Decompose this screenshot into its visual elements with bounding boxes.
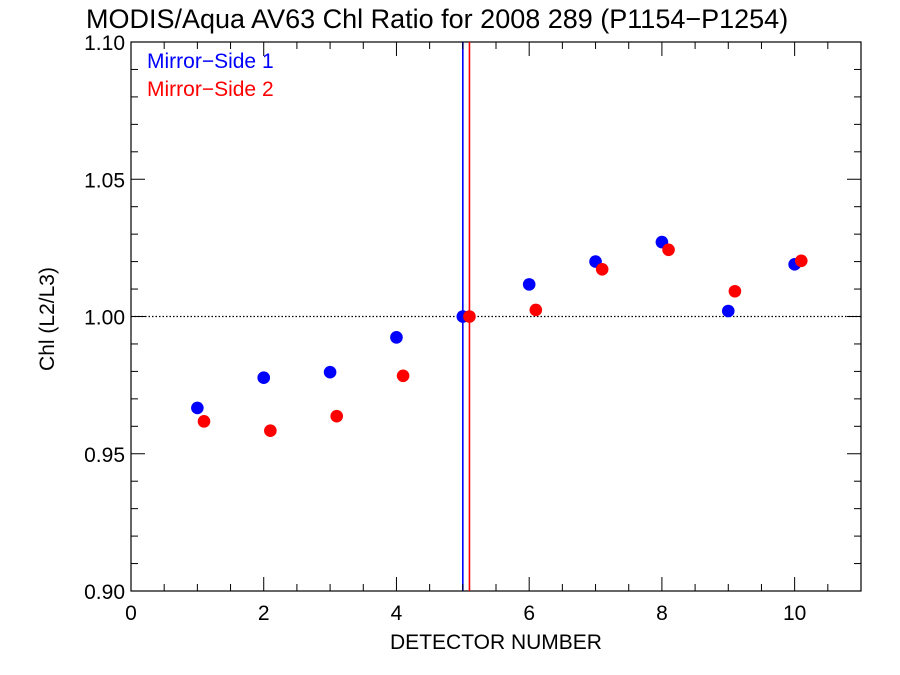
plot-area: 0 2 4 6 8 10 0.90 0.95 1.00 1.05 1.10 [84, 32, 862, 625]
y-tick-label: 1.05 [84, 169, 125, 192]
data-point-series-1 [721, 304, 735, 318]
x-tick-label: 6 [523, 602, 535, 625]
data-point-series-2 [595, 262, 609, 276]
legend: Mirror−Side 1 Mirror−Side 2 [147, 50, 274, 101]
data-point-series-1 [522, 278, 536, 291]
data-point-series-1 [390, 331, 403, 344]
y-tick-label: 1.10 [84, 32, 125, 55]
x-tick-label: 4 [391, 602, 403, 625]
data-point-series-2 [330, 409, 344, 423]
data-point-series-2 [463, 310, 476, 323]
y-tick-label: 1.00 [84, 307, 125, 330]
legend-item-mirror-side-1: Mirror−Side 1 [147, 50, 274, 73]
data-point-series-1 [191, 401, 204, 415]
data-point-series-2 [396, 369, 410, 383]
data-point-series-2 [794, 254, 808, 268]
data-point-series-2 [197, 415, 211, 428]
y-axis-label: Chl (L2/L3) [36, 267, 59, 371]
data-point-series-2 [728, 284, 742, 298]
x-tick-label: 0 [125, 602, 137, 625]
y-tick-label: 0.95 [84, 444, 125, 467]
x-tick-label: 8 [656, 602, 668, 625]
data-point-series-2 [529, 303, 543, 317]
y-tick-label: 0.90 [84, 581, 125, 604]
x-axis-label: DETECTOR NUMBER [390, 631, 602, 654]
data-point-series-1 [257, 371, 271, 385]
x-tick-label: 10 [783, 602, 806, 625]
chart-title: MODIS/Aqua AV63 Chl Ratio for 2008 289 (… [86, 4, 788, 34]
data-point-series-1 [323, 365, 337, 379]
x-tick-label: 2 [258, 602, 270, 625]
data-point-series-2 [264, 424, 277, 437]
data-point-series-2 [662, 243, 675, 257]
legend-item-mirror-side-2: Mirror−Side 2 [147, 78, 274, 101]
